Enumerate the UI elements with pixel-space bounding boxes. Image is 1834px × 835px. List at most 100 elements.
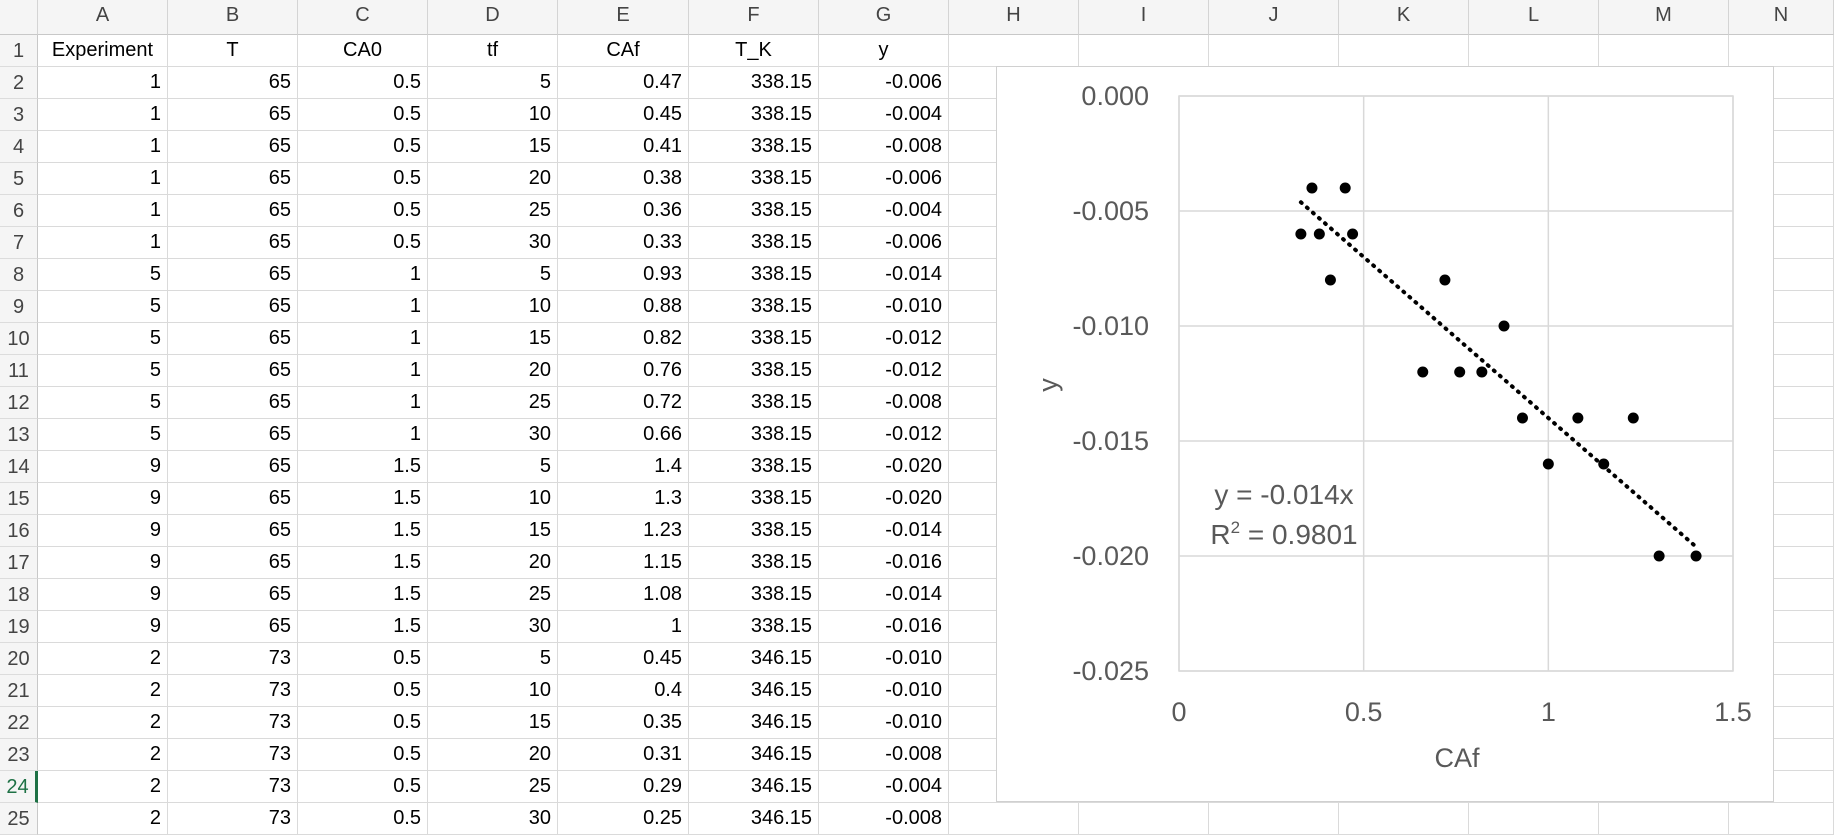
cell-b1[interactable]: T	[168, 35, 298, 67]
cell-f24[interactable]: 346.15	[689, 771, 819, 803]
cell-m25[interactable]	[1599, 803, 1729, 835]
cell-e12[interactable]: 0.72	[558, 387, 689, 419]
cell-d1[interactable]: tf	[428, 35, 558, 67]
cell-d20[interactable]: 5	[428, 643, 558, 675]
cell-d25[interactable]: 30	[428, 803, 558, 835]
cell-b20[interactable]: 73	[168, 643, 298, 675]
cell-f23[interactable]: 346.15	[689, 739, 819, 771]
cell-d9[interactable]: 10	[428, 291, 558, 323]
row-header-19[interactable]: 19	[0, 611, 38, 643]
row-header-14[interactable]: 14	[0, 451, 38, 483]
cell-g10[interactable]: -0.012	[819, 323, 949, 355]
cell-a20[interactable]: 2	[38, 643, 168, 675]
column-header-j[interactable]: J	[1209, 0, 1339, 35]
cell-e25[interactable]: 0.25	[558, 803, 689, 835]
column-header-a[interactable]: A	[38, 0, 168, 35]
cell-d14[interactable]: 5	[428, 451, 558, 483]
row-header-10[interactable]: 10	[0, 323, 38, 355]
cell-n25[interactable]	[1729, 803, 1834, 835]
cell-b23[interactable]: 73	[168, 739, 298, 771]
cell-g8[interactable]: -0.014	[819, 259, 949, 291]
cell-c11[interactable]: 1	[298, 355, 428, 387]
cell-d4[interactable]: 15	[428, 131, 558, 163]
cell-h1[interactable]	[949, 35, 1079, 67]
cell-i1[interactable]	[1079, 35, 1209, 67]
cell-a1[interactable]: Experiment	[38, 35, 168, 67]
cell-f7[interactable]: 338.15	[689, 227, 819, 259]
row-header-8[interactable]: 8	[0, 259, 38, 291]
cell-f14[interactable]: 338.15	[689, 451, 819, 483]
cell-g15[interactable]: -0.020	[819, 483, 949, 515]
cell-e3[interactable]: 0.45	[558, 99, 689, 131]
row-header-24[interactable]: 24	[0, 771, 38, 803]
cell-g25[interactable]: -0.008	[819, 803, 949, 835]
cell-a4[interactable]: 1	[38, 131, 168, 163]
cell-c17[interactable]: 1.5	[298, 547, 428, 579]
row-header-25[interactable]: 25	[0, 803, 38, 835]
cell-g13[interactable]: -0.012	[819, 419, 949, 451]
cell-g20[interactable]: -0.010	[819, 643, 949, 675]
cell-a24[interactable]: 2	[38, 771, 168, 803]
cell-e17[interactable]: 1.15	[558, 547, 689, 579]
cell-e19[interactable]: 1	[558, 611, 689, 643]
cell-d18[interactable]: 25	[428, 579, 558, 611]
cell-h25[interactable]	[949, 803, 1079, 835]
row-header-11[interactable]: 11	[0, 355, 38, 387]
cell-b11[interactable]: 65	[168, 355, 298, 387]
cell-f19[interactable]: 338.15	[689, 611, 819, 643]
column-header-c[interactable]: C	[298, 0, 428, 35]
cell-e10[interactable]: 0.82	[558, 323, 689, 355]
cell-b13[interactable]: 65	[168, 419, 298, 451]
cell-f1[interactable]: T_K	[689, 35, 819, 67]
cell-f10[interactable]: 338.15	[689, 323, 819, 355]
cell-e11[interactable]: 0.76	[558, 355, 689, 387]
cell-g14[interactable]: -0.020	[819, 451, 949, 483]
cell-d19[interactable]: 30	[428, 611, 558, 643]
cell-c2[interactable]: 0.5	[298, 67, 428, 99]
cell-c6[interactable]: 0.5	[298, 195, 428, 227]
cell-g19[interactable]: -0.016	[819, 611, 949, 643]
cell-g3[interactable]: -0.004	[819, 99, 949, 131]
cell-f22[interactable]: 346.15	[689, 707, 819, 739]
cell-d15[interactable]: 10	[428, 483, 558, 515]
cell-c1[interactable]: CA0	[298, 35, 428, 67]
cell-g18[interactable]: -0.014	[819, 579, 949, 611]
cell-a9[interactable]: 5	[38, 291, 168, 323]
cell-f13[interactable]: 338.15	[689, 419, 819, 451]
cell-a2[interactable]: 1	[38, 67, 168, 99]
cell-l25[interactable]	[1469, 803, 1599, 835]
cell-a8[interactable]: 5	[38, 259, 168, 291]
cell-e14[interactable]: 1.4	[558, 451, 689, 483]
cell-g6[interactable]: -0.004	[819, 195, 949, 227]
column-header-h[interactable]: H	[949, 0, 1079, 35]
cell-e20[interactable]: 0.45	[558, 643, 689, 675]
cell-b21[interactable]: 73	[168, 675, 298, 707]
cell-a25[interactable]: 2	[38, 803, 168, 835]
cell-b9[interactable]: 65	[168, 291, 298, 323]
cell-c16[interactable]: 1.5	[298, 515, 428, 547]
cell-a5[interactable]: 1	[38, 163, 168, 195]
row-header-17[interactable]: 17	[0, 547, 38, 579]
cell-f16[interactable]: 338.15	[689, 515, 819, 547]
cell-c14[interactable]: 1.5	[298, 451, 428, 483]
cell-g16[interactable]: -0.014	[819, 515, 949, 547]
cell-d5[interactable]: 20	[428, 163, 558, 195]
cell-f21[interactable]: 346.15	[689, 675, 819, 707]
cell-e23[interactable]: 0.31	[558, 739, 689, 771]
cell-f12[interactable]: 338.15	[689, 387, 819, 419]
cell-e2[interactable]: 0.47	[558, 67, 689, 99]
cell-g23[interactable]: -0.008	[819, 739, 949, 771]
row-header-7[interactable]: 7	[0, 227, 38, 259]
cell-a15[interactable]: 9	[38, 483, 168, 515]
cell-g5[interactable]: -0.006	[819, 163, 949, 195]
row-header-3[interactable]: 3	[0, 99, 38, 131]
cell-i25[interactable]	[1079, 803, 1209, 835]
cell-d7[interactable]: 30	[428, 227, 558, 259]
cell-k25[interactable]	[1339, 803, 1469, 835]
cell-j25[interactable]	[1209, 803, 1339, 835]
cell-c5[interactable]: 0.5	[298, 163, 428, 195]
cell-d6[interactable]: 25	[428, 195, 558, 227]
cell-m1[interactable]	[1599, 35, 1729, 67]
cell-f3[interactable]: 338.15	[689, 99, 819, 131]
cell-j1[interactable]	[1209, 35, 1339, 67]
